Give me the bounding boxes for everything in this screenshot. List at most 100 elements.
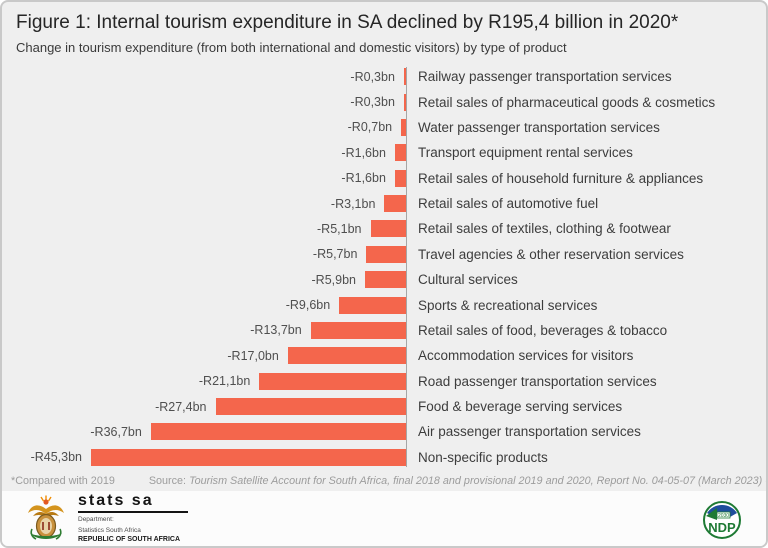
category-label: Road passenger transportation services: [418, 373, 657, 389]
bar: [310, 321, 406, 339]
chart-row: -R1,6bn Transport equipment rental servi…: [2, 140, 766, 165]
footnote-source: Source: Tourism Satellite Account for So…: [148, 475, 766, 487]
category-label: Transport equipment rental services: [418, 145, 633, 161]
chart-row-left: -R1,6bn: [2, 144, 406, 162]
chart-row-left: -R0,3bn: [2, 93, 406, 111]
bar-value-label: -R5,9bn: [311, 272, 356, 287]
footer-bar: stats sa Department: Statistics South Af…: [2, 491, 766, 546]
chart-row-left: -R3,1bn: [2, 195, 406, 213]
stats-sa-wordmark: stats sa Department: Statistics South Af…: [78, 492, 188, 545]
chart-row-left: -R1,6bn: [2, 169, 406, 187]
ndp-2030-logo-icon: 2030 NDP: [703, 500, 741, 539]
bar: [339, 296, 406, 314]
category-label: Sports & recreational services: [418, 297, 598, 313]
chart-row-left: -R5,7bn: [2, 245, 406, 263]
chart-row-left: -R0,3bn: [2, 68, 406, 86]
footnote-source-suffix: (Tables 3b and 3c): [762, 475, 766, 487]
bar-value-label: -R17,0bn: [227, 348, 279, 363]
chart-row: -R0,3bn Railway passenger transportation…: [2, 64, 766, 89]
chart-row-left: -R5,9bn: [2, 271, 406, 289]
chart-title: Figure 1: Internal tourism expenditure i…: [16, 12, 679, 33]
chart-row: -R5,9bn Cultural services: [2, 267, 766, 292]
bar-value-label: -R1,6bn: [341, 145, 386, 160]
category-label: Accommodation services for visitors: [418, 348, 634, 364]
bar-value-label: -R0,7bn: [347, 120, 393, 135]
footnote-source-label: Source:: [148, 475, 190, 487]
category-label: Non-specific products: [418, 449, 548, 465]
bar: [287, 347, 406, 365]
chart-row: -R3,1bn Retail sales of automotive fuel: [2, 191, 766, 216]
bar: [394, 144, 406, 162]
chart-row: -R27,4bn Food & beverage serving service…: [2, 394, 766, 419]
bar: [150, 423, 406, 441]
bar-value-label: -R1,6bn: [341, 171, 386, 186]
category-label: Food & beverage serving services: [418, 399, 623, 415]
bar-value-label: -R27,4bn: [155, 399, 207, 414]
bar: [370, 220, 406, 238]
chart-row-left: -R13,7bn: [2, 321, 406, 339]
bar: [401, 118, 406, 136]
bar: [259, 372, 406, 390]
chart-row: -R0,7bn Water passenger transportation s…: [2, 115, 766, 140]
bar: [403, 93, 406, 111]
chart-row: -R17,0bn Accommodation services for visi…: [2, 343, 766, 368]
chart-header: Figure 1: Internal tourism expenditure i…: [2, 2, 766, 55]
bar-chart: -R0,3bn Railway passenger transportation…: [2, 64, 766, 470]
chart-row-left: -R36,7bn: [2, 423, 406, 441]
chart-row: -R36,7bn Air passenger transportation se…: [2, 419, 766, 444]
bar: [403, 68, 406, 86]
category-label: Water passenger transportation services: [418, 119, 660, 135]
category-label: Cultural services: [418, 272, 518, 288]
stats-sa-dept-line1: Department:: [78, 515, 114, 523]
bar: [394, 169, 406, 187]
footnote-compared-note: *Compared with 2019: [11, 475, 115, 487]
stats-sa-brand: stats sa: [78, 492, 188, 513]
bar-value-label: -R9,6bn: [285, 298, 331, 313]
bar: [365, 271, 406, 289]
bar-value-label: -R0,3bn: [350, 69, 395, 84]
chart-row: -R1,6bn Retail sales of household furnit…: [2, 166, 766, 191]
chart-row-left: -R17,0bn: [2, 347, 406, 365]
chart-row: -R0,3bn Retail sales of pharmaceutical g…: [2, 89, 766, 114]
footnote: *Compared with 2019 Source: Tourism Sate…: [11, 475, 766, 487]
chart-row-left: -R0,7bn: [2, 118, 406, 136]
bar-value-label: -R13,7bn: [250, 323, 302, 338]
chart-subtitle: Change in tourism expenditure (from both…: [16, 39, 567, 55]
chart-row-left: -R9,6bn: [2, 296, 406, 314]
chart-row: -R13,7bn Retail sales of food, beverages…: [2, 318, 766, 343]
bar-value-label: -R21,1bn: [198, 374, 251, 389]
chart-row: -R21,1bn Road passenger transportation s…: [2, 369, 766, 394]
ndp-acronym-text: NDP: [708, 520, 736, 535]
bar-value-label: -R45,3bn: [30, 450, 82, 465]
bar-value-label: -R5,1bn: [317, 221, 362, 236]
chart-row: -R5,1bn Retail sales of textiles, clothi…: [2, 216, 766, 241]
category-label: Retail sales of food, beverages & tobacc…: [418, 322, 668, 338]
category-label: Retail sales of textiles, clothing & foo…: [418, 221, 671, 237]
ndp-year-text: 2030: [718, 513, 729, 519]
stats-sa-dept-line2: Statistics South Africa: [78, 526, 141, 534]
stats-sa-republic: REPUBLIC OF SOUTH AFRICA: [78, 536, 181, 544]
category-label: Retail sales of household furniture & ap…: [418, 170, 704, 186]
chart-row-left: -R21,1bn: [2, 372, 406, 390]
bar: [366, 245, 406, 263]
sa-coat-of-arms-icon: [28, 495, 64, 540]
bar-value-label: -R3,1bn: [330, 196, 376, 211]
bar: [384, 195, 406, 213]
chart-row: -R5,7bn Travel agencies & other reservat…: [2, 242, 766, 267]
chart-row: -R9,6bn Sports & recreational services: [2, 292, 766, 317]
category-label: Air passenger transportation services: [418, 424, 641, 440]
category-label: Railway passenger transportation service…: [418, 69, 672, 85]
chart-row-left: -R45,3bn: [2, 448, 406, 466]
category-label: Travel agencies & other reservation serv…: [418, 246, 684, 262]
chart-row-left: -R5,1bn: [2, 220, 406, 238]
zero-axis-line: [406, 67, 407, 467]
category-label: Retail sales of pharmaceutical goods & c…: [418, 94, 716, 110]
bar-value-label: -R36,7bn: [90, 424, 142, 439]
footnote-source-text: Tourism Satellite Account for South Afri…: [189, 475, 763, 487]
bar-value-label: -R0,3bn: [350, 95, 395, 110]
bar: [215, 398, 406, 416]
chart-row: -R45,3bn Non-specific products: [2, 445, 766, 470]
stats-sa-logo: stats sa Department: Statistics South Af…: [24, 492, 188, 545]
bar: [91, 448, 406, 466]
